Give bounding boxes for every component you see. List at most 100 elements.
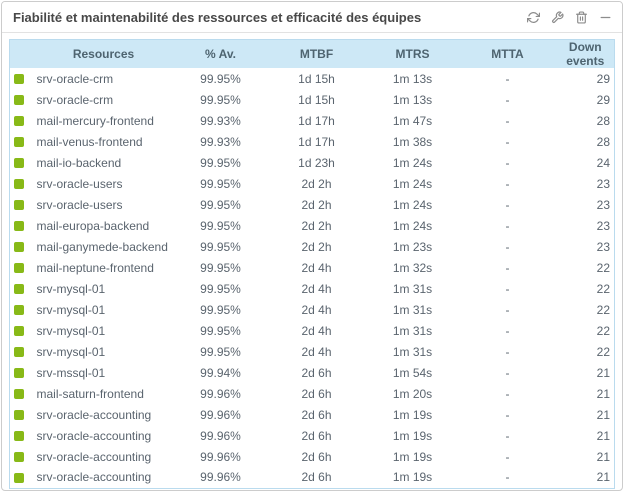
mtrs-value: 1m 31s <box>366 278 459 299</box>
availability-value: 99.95% <box>174 194 267 215</box>
down-events-value: 24 <box>556 152 615 173</box>
table-row[interactable]: mail-europa-backend 99.95% 2d 2h 1m 24s … <box>9 215 615 236</box>
table-row[interactable]: mail-ganymede-backend 99.95% 2d 2h 1m 23… <box>9 236 615 257</box>
column-header-mtbf[interactable]: MTBF <box>266 39 367 68</box>
down-events-value: 22 <box>556 320 615 341</box>
resource-name: mail-neptune-frontend <box>32 257 175 278</box>
down-events-value: 23 <box>556 215 615 236</box>
down-events-value: 21 <box>556 446 615 467</box>
column-header-resources[interactable]: Resources <box>32 39 175 68</box>
status-column-header <box>9 39 33 68</box>
table-row[interactable]: mail-neptune-frontend 99.95% 2d 4h 1m 32… <box>9 257 615 278</box>
table-row[interactable]: srv-oracle-crm 99.95% 1d 15h 1m 13s - 29 <box>9 68 615 89</box>
table-row[interactable]: srv-oracle-accounting 99.96% 2d 6h 1m 19… <box>9 467 615 488</box>
table-row[interactable]: srv-oracle-crm 99.95% 1d 15h 1m 13s - 29 <box>9 89 615 110</box>
availability-value: 99.95% <box>174 152 267 173</box>
status-cell <box>9 341 33 362</box>
mtta-value: - <box>458 110 557 131</box>
table-row[interactable]: srv-oracle-users 99.95% 2d 2h 1m 24s - 2… <box>9 173 615 194</box>
mtta-value: - <box>458 131 557 152</box>
resource-name: mail-europa-backend <box>32 215 175 236</box>
mtta-value: - <box>458 194 557 215</box>
down-events-value: 22 <box>556 299 615 320</box>
mtta-value: - <box>458 215 557 236</box>
mtrs-value: 1m 32s <box>366 257 459 278</box>
mtbf-value: 2d 4h <box>266 257 367 278</box>
table-row[interactable]: mail-venus-frontend 99.93% 1d 17h 1m 38s… <box>9 131 615 152</box>
status-ok-icon <box>14 305 24 316</box>
table-row[interactable]: mail-mercury-frontend 99.93% 1d 17h 1m 4… <box>9 110 615 131</box>
status-cell <box>9 383 33 404</box>
down-events-value: 22 <box>556 257 615 278</box>
mtta-value: - <box>458 467 557 488</box>
mtrs-value: 1m 31s <box>366 341 459 362</box>
mtta-value: - <box>458 278 557 299</box>
status-ok-icon <box>14 137 24 148</box>
mtta-value: - <box>458 404 557 425</box>
mtbf-value: 1d 17h <box>266 110 367 131</box>
availability-value: 99.95% <box>174 320 267 341</box>
mtrs-value: 1m 20s <box>366 383 459 404</box>
table-row[interactable]: srv-oracle-accounting 99.96% 2d 6h 1m 19… <box>9 425 615 446</box>
mtrs-value: 1m 31s <box>366 299 459 320</box>
mtta-value: - <box>458 236 557 257</box>
refresh-icon[interactable] <box>526 10 540 24</box>
status-ok-icon <box>14 200 24 211</box>
down-events-value: 23 <box>556 236 615 257</box>
down-events-value: 22 <box>556 278 615 299</box>
mtbf-value: 1d 23h <box>266 152 367 173</box>
mtbf-value: 1d 15h <box>266 89 367 110</box>
column-header-mtta[interactable]: MTTA <box>458 39 557 68</box>
availability-value: 99.93% <box>174 110 267 131</box>
resource-name: mail-saturn-frontend <box>32 383 175 404</box>
wrench-icon[interactable] <box>550 10 564 24</box>
down-events-value: 21 <box>556 383 615 404</box>
collapse-icon[interactable] <box>598 10 612 24</box>
status-ok-icon <box>14 431 24 442</box>
status-cell <box>9 173 33 194</box>
table-row[interactable]: srv-mssql-01 99.94% 2d 6h 1m 54s - 21 <box>9 362 615 383</box>
status-cell <box>9 110 33 131</box>
column-header-down-events[interactable]: Down events <box>556 39 615 68</box>
availability-value: 99.95% <box>174 299 267 320</box>
status-cell <box>9 425 33 446</box>
table-header-row: Resources % Av. MTBF MTRS MTTA Down even… <box>9 39 615 68</box>
table-row[interactable]: mail-io-backend 99.95% 1d 23h 1m 24s - 2… <box>9 152 615 173</box>
trash-icon[interactable] <box>574 10 588 24</box>
mtta-value: - <box>458 89 557 110</box>
mtbf-value: 2d 2h <box>266 215 367 236</box>
column-header-availability[interactable]: % Av. <box>174 39 267 68</box>
table-row[interactable]: srv-oracle-accounting 99.96% 2d 6h 1m 19… <box>9 404 615 425</box>
down-events-value: 22 <box>556 341 615 362</box>
mtta-value: - <box>458 68 557 89</box>
table-row[interactable]: srv-mysql-01 99.95% 2d 4h 1m 31s - 22 <box>9 320 615 341</box>
availability-value: 99.95% <box>174 278 267 299</box>
table-row[interactable]: srv-oracle-users 99.95% 2d 2h 1m 24s - 2… <box>9 194 615 215</box>
mtbf-value: 2d 2h <box>266 173 367 194</box>
mtta-value: - <box>458 299 557 320</box>
table-row[interactable]: srv-mysql-01 99.95% 2d 4h 1m 31s - 22 <box>9 341 615 362</box>
status-cell <box>9 320 33 341</box>
status-ok-icon <box>14 284 24 295</box>
status-cell <box>9 89 33 110</box>
status-cell <box>9 446 33 467</box>
mtbf-value: 2d 4h <box>266 278 367 299</box>
down-events-value: 23 <box>556 173 615 194</box>
mtbf-value: 2d 6h <box>266 383 367 404</box>
down-events-value: 21 <box>556 467 615 488</box>
resource-name: mail-io-backend <box>32 152 175 173</box>
resource-name: srv-oracle-users <box>32 194 175 215</box>
availability-value: 99.95% <box>174 89 267 110</box>
table-row[interactable]: mail-saturn-frontend 99.96% 2d 6h 1m 20s… <box>9 383 615 404</box>
table-row[interactable]: srv-oracle-accounting 99.96% 2d 6h 1m 19… <box>9 446 615 467</box>
table-row[interactable]: srv-mysql-01 99.95% 2d 4h 1m 31s - 22 <box>9 278 615 299</box>
availability-value: 99.95% <box>174 236 267 257</box>
down-events-value: 28 <box>556 131 615 152</box>
resource-name: srv-oracle-accounting <box>32 404 175 425</box>
status-ok-icon <box>14 95 24 106</box>
column-header-mtrs[interactable]: MTRS <box>366 39 459 68</box>
status-ok-icon <box>14 389 24 400</box>
mtbf-value: 2d 6h <box>266 467 367 488</box>
table-row[interactable]: srv-mysql-01 99.95% 2d 4h 1m 31s - 22 <box>9 299 615 320</box>
